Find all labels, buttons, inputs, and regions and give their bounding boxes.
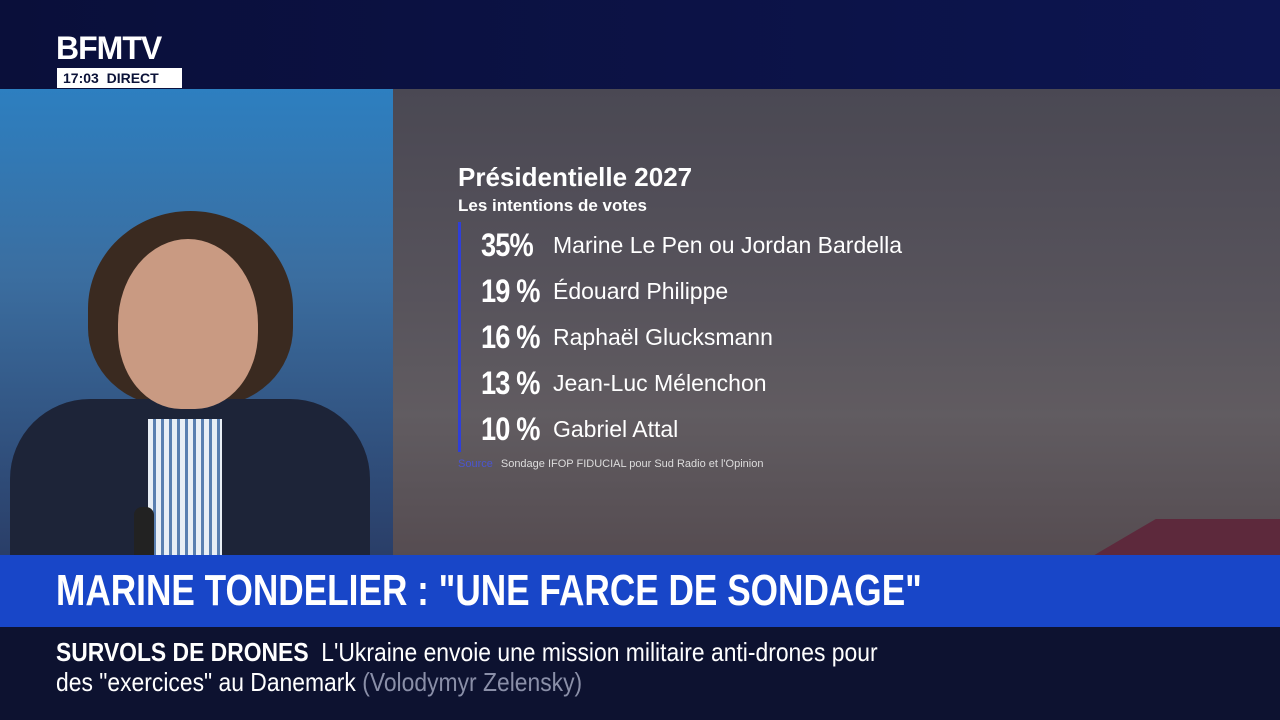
poll-pct: 13 %: [481, 364, 540, 401]
poll-row: 10 % Gabriel Attal: [458, 406, 902, 452]
time: 17:03: [63, 70, 99, 86]
live-label: DIRECT: [106, 70, 159, 86]
poll-row: 16 % Raphaël Glucksmann: [458, 314, 902, 360]
ticker-text-2: des "exercices" au Danemark: [56, 667, 356, 697]
source-label: Source: [458, 458, 493, 470]
clock-badge: 17:03 DIRECT: [57, 68, 182, 88]
poll-name: Jean-Luc Mélenchon: [553, 369, 767, 396]
poll-pct: 19 %: [481, 272, 540, 309]
poll-name: Marine Le Pen ou Jordan Bardella: [553, 231, 903, 258]
poll-row: 35% Marine Le Pen ou Jordan Bardella: [458, 222, 902, 268]
background-photo: [393, 89, 1280, 644]
ticker-line-1: SURVOLS DE DRONES L'Ukraine envoie une m…: [56, 637, 878, 667]
headline-text: MARINE TONDELIER : "UNE FARCE DE SONDAGE…: [56, 566, 922, 615]
studio-video: [0, 89, 393, 644]
ticker-tag: SURVOLS DE DRONES: [56, 637, 309, 667]
poll-title: Présidentielle 2027: [458, 162, 693, 192]
poll-subtitle: Les intentions de votes: [458, 196, 647, 215]
poll-name: Gabriel Attal: [553, 415, 679, 442]
poll-row: 19 % Édouard Philippe: [458, 268, 902, 314]
poll-row: 13 % Jean-Luc Mélenchon: [458, 360, 902, 406]
news-ticker: SURVOLS DE DRONES L'Ukraine envoie une m…: [0, 627, 1280, 720]
poll-source: Source Sondage IFOP FIDUCIAL pour Sud Rad…: [458, 458, 902, 470]
presenter-face: [118, 239, 258, 409]
ticker-attribution: (Volodymyr Zelensky): [362, 667, 583, 697]
poll-name: Édouard Philippe: [553, 277, 729, 304]
headline-banner: MARINE TONDELIER : "UNE FARCE DE SONDAGE…: [0, 555, 1280, 627]
poll-pct: 10 %: [481, 410, 540, 447]
top-bar: BFMTV 17:03 DIRECT: [0, 0, 1280, 89]
channel-logo: BFMTV: [56, 30, 162, 66]
poll-pct: 35%: [481, 226, 534, 263]
poll-name: Raphaël Glucksmann: [553, 323, 773, 350]
photo-overlay: [393, 89, 1280, 555]
ticker-line-2: des "exercices" au Danemark (Volodymyr Z…: [56, 667, 582, 697]
source-text: Sondage IFOP FIDUCIAL pour Sud Radio et …: [500, 458, 764, 470]
poll-graphic: Présidentielle 2027 Les intentions de vo…: [458, 160, 902, 470]
ticker-text-1: L'Ukraine envoie une mission militaire a…: [321, 637, 878, 667]
poll-pct: 16 %: [481, 318, 540, 355]
